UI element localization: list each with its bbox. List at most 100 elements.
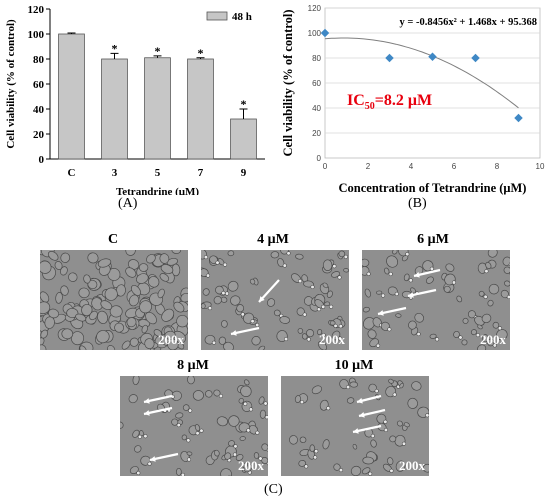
cell [297, 328, 304, 334]
arrow-icon [414, 272, 420, 278]
cell [478, 290, 485, 297]
cell-texture [201, 250, 349, 350]
cell [392, 250, 398, 255]
cell [487, 299, 494, 307]
rounded-cell [232, 452, 237, 457]
cell [239, 436, 246, 441]
cell [367, 329, 377, 339]
legend-swatch [206, 11, 228, 21]
x-tick-label: 0 [323, 162, 328, 171]
cell [128, 394, 138, 404]
cell [303, 280, 314, 288]
rounded-cell [240, 312, 245, 317]
rounded-cell [302, 312, 307, 317]
cell [218, 336, 227, 345]
cell [492, 321, 500, 329]
cell [267, 298, 276, 307]
rounded-cell [435, 337, 440, 342]
cell [396, 420, 403, 427]
arrow-icon [231, 330, 237, 336]
rounded-cell [337, 336, 343, 341]
cell [388, 378, 394, 384]
x-tick-label: C [68, 167, 76, 179]
cell [138, 263, 149, 272]
cell [230, 295, 241, 306]
magnification-label: 200x [319, 332, 345, 347]
cell [289, 435, 298, 445]
cell [384, 267, 390, 275]
cell [294, 395, 302, 403]
significance-mark: * [241, 97, 247, 111]
rounded-cell [483, 294, 488, 299]
cell [362, 306, 370, 313]
rounded-cell [266, 461, 268, 466]
micrograph-title-6um: 6 μM [417, 232, 449, 247]
cell [370, 439, 377, 448]
rounded-cell [368, 471, 373, 476]
rounded-cell [284, 337, 289, 342]
cell [399, 382, 404, 389]
cell [40, 329, 48, 339]
cell [114, 322, 125, 333]
rounded-cell [205, 273, 211, 278]
cell [130, 284, 142, 296]
cell [139, 300, 152, 314]
scatter-chart: 0 20 40 60 80 100 120 0 2 4 6 8 10 y = -0.8456x² + 1.… [281, 4, 545, 195]
cell [61, 328, 74, 340]
cell [68, 272, 78, 282]
cell [89, 310, 98, 321]
cell [134, 445, 142, 453]
bar [144, 57, 171, 160]
bar-chart: 0 20 40 60 80 100 120 C * 3 * 5 * 7 * 9 Tetrandrine (μM)… [5, 4, 265, 195]
cell [411, 381, 422, 391]
cell [364, 288, 371, 298]
rounded-cell [506, 294, 510, 300]
x-axis-label: Concentration of Tetrandrine (μM) [339, 181, 527, 195]
cell [160, 264, 174, 274]
cell [309, 444, 315, 453]
rounded-cell [222, 262, 228, 267]
arrow-icon [378, 310, 384, 316]
significance-mark: * [198, 46, 204, 60]
cell [261, 443, 268, 451]
rounded-cell [387, 327, 392, 332]
cell [180, 292, 188, 303]
rounded-cell [366, 271, 371, 276]
cell [277, 258, 285, 268]
cell [242, 462, 248, 469]
rounded-cell [321, 304, 326, 309]
rounded-cell [221, 291, 226, 296]
cell [153, 329, 162, 337]
rounded-cell [218, 393, 223, 399]
cell [386, 255, 399, 268]
cell [322, 439, 330, 450]
cell [40, 260, 52, 274]
arrow-icon [408, 292, 414, 298]
cell [227, 280, 239, 292]
rounded-cell [266, 448, 268, 452]
x-tick-label: 10 [536, 162, 545, 171]
cell [470, 329, 477, 336]
y-tick-label: 120 [308, 4, 322, 13]
magnification-label: 200x [238, 458, 264, 473]
cell [220, 468, 232, 476]
rounded-cell [475, 333, 480, 338]
cell [194, 424, 201, 432]
rounded-cell [329, 304, 334, 309]
cell [503, 266, 510, 274]
cell [298, 460, 307, 467]
significance-mark: * [155, 44, 161, 58]
cell [324, 301, 330, 307]
cell [192, 390, 204, 401]
rounded-cell [143, 434, 148, 439]
rounded-cell [246, 428, 251, 433]
micrograph-6um: 200x [362, 250, 510, 350]
cell [97, 258, 112, 268]
data-point [428, 52, 437, 61]
cell [488, 283, 500, 295]
cell [389, 435, 397, 443]
cell [55, 292, 63, 304]
arrow-icon [144, 398, 150, 404]
rounded-cell [429, 266, 434, 271]
rounded-cell [388, 271, 393, 277]
